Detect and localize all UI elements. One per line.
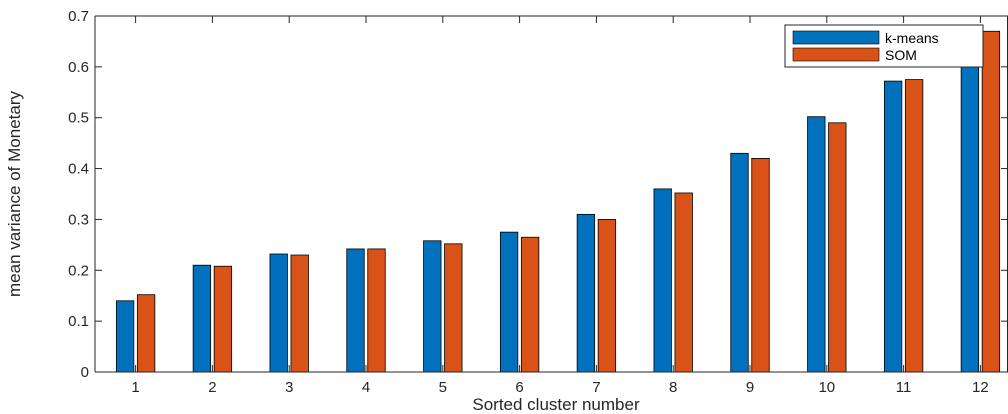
- bar-k-means-8: [653, 188, 672, 373]
- bar-k-means-7: [576, 213, 596, 373]
- bar-k-means-5: [423, 240, 442, 373]
- x-tick-label: 10: [818, 379, 835, 396]
- legend-label-som: SOM: [885, 47, 917, 63]
- x-tick-label: 1: [131, 379, 139, 396]
- x-tick-label: 11: [896, 379, 912, 396]
- x-tick-label: 6: [515, 379, 523, 396]
- bar-som-3: [290, 254, 309, 373]
- bar-som-1: [136, 294, 156, 373]
- x-tick-label: 3: [285, 379, 293, 396]
- legend-label-k-means: k-means: [885, 30, 939, 46]
- bar-k-means-2: [192, 264, 212, 373]
- bar-k-means-9: [730, 152, 749, 373]
- x-tick-label: 12: [972, 379, 989, 396]
- bar-k-means-6: [499, 231, 519, 373]
- axes-group: 00.10.20.30.40.50.60.71 2 3 4 5 6 7 8 9 10 11 12: [68, 8, 1008, 396]
- x-tick-label: 7: [592, 379, 600, 396]
- bar-som-11: [904, 79, 924, 373]
- bar-k-means-3: [269, 253, 288, 373]
- bar-k-means-12: [960, 41, 980, 373]
- x-tick-label: 9: [746, 379, 754, 396]
- x-tick-label: 2: [208, 379, 216, 396]
- legend-swatch-som: [792, 47, 880, 62]
- bars-group: [115, 30, 1001, 373]
- y-tick-label: 0.1: [68, 313, 89, 330]
- y-tick-label: 0.2: [68, 262, 89, 279]
- bar-k-means-1: [115, 300, 135, 373]
- bar-som-5: [444, 243, 463, 373]
- bar-som-6: [520, 236, 540, 373]
- bar-som-9: [751, 157, 770, 373]
- x-tick-label: 8: [669, 379, 677, 396]
- x-tick-label: 4: [362, 379, 370, 396]
- y-tick-label: 0.6: [68, 59, 89, 76]
- y-axis-title: mean variance of Monetary: [5, 91, 24, 297]
- y-tick-label: 0.4: [68, 161, 89, 178]
- y-tick-label: 0.7: [68, 8, 89, 25]
- x-tick-label: 5: [439, 379, 447, 396]
- y-tick-label: 0.3: [68, 211, 89, 228]
- y-tick-label: 0.5: [68, 110, 89, 127]
- bar-som-2: [213, 265, 233, 373]
- bar-som-10: [828, 122, 847, 373]
- bar-k-means-10: [807, 116, 826, 373]
- bar-k-means-4: [346, 248, 365, 373]
- y-tick-label: 0: [81, 364, 89, 381]
- bar-som-4: [367, 248, 386, 373]
- x-axis-title: Sorted cluster number: [472, 395, 640, 414]
- bar-som-12: [981, 30, 1001, 373]
- bar-som-7: [597, 219, 617, 373]
- bar-som-8: [674, 192, 693, 373]
- bar-k-means-11: [883, 80, 903, 373]
- legend-swatch-k-means: [792, 30, 880, 45]
